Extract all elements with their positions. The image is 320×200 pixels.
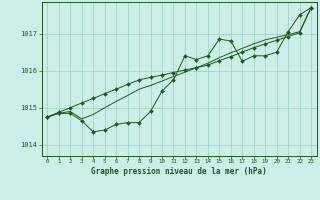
X-axis label: Graphe pression niveau de la mer (hPa): Graphe pression niveau de la mer (hPa) <box>91 167 267 176</box>
